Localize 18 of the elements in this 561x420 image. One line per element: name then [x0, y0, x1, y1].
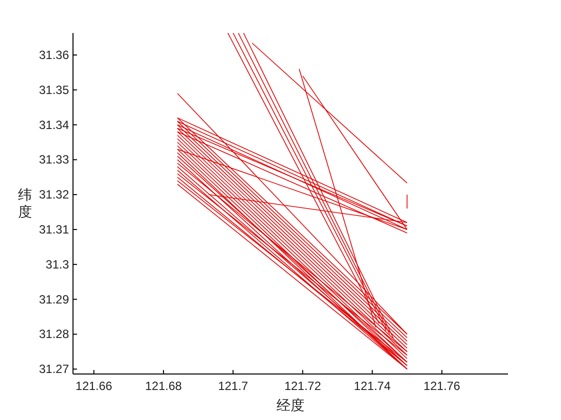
x-axis-title: 经度	[276, 397, 304, 413]
y-tick-label: 31.28	[38, 327, 70, 342]
y-tick-label: 31.27	[38, 362, 70, 376]
y-tick-label: 31.33	[38, 152, 70, 167]
y-tick-label: 31.34	[38, 118, 70, 132]
x-tick-label: 121.66	[76, 379, 113, 393]
y-tick-label: 31.29	[38, 292, 70, 306]
y-tick-label: 31.36	[38, 48, 70, 62]
y-tick-label: 31.32	[38, 188, 70, 202]
y-tick-label: 31.31	[38, 222, 70, 237]
x-tick-label: 121.72	[284, 379, 322, 393]
y-tick-label: 31.35	[38, 82, 70, 97]
x-tick-label: 121.68	[145, 379, 182, 393]
x-tick-label: 121.74	[354, 379, 391, 393]
x-tick-label: 121.76	[424, 379, 461, 393]
y-tick-label: 31.3	[46, 257, 70, 272]
x-tick-label: 121.7	[218, 379, 248, 393]
y-axis-title: 纬度	[18, 186, 32, 220]
